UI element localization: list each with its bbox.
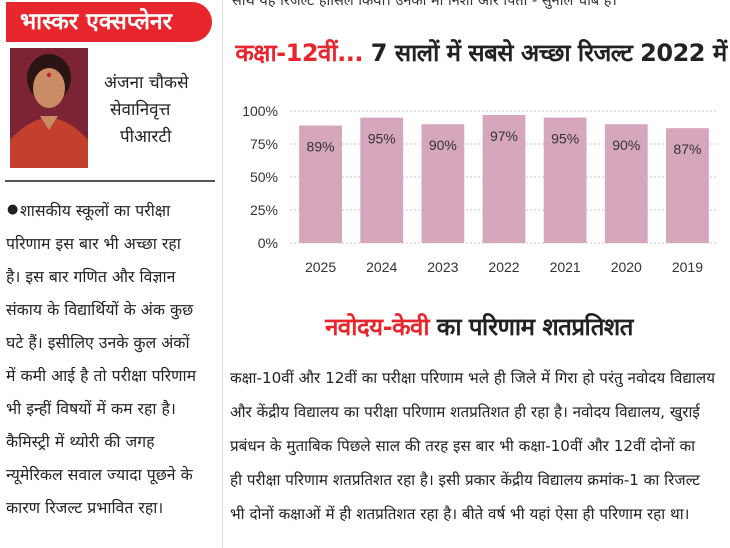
chart-heading: कक्षा-12वीं... 7 सालों में सबसे अच्छा रि…	[232, 36, 730, 69]
chart-heading-rest: 7 सालों में सबसे अच्छा रिजल्ट 2022 में	[362, 39, 727, 67]
left-text-line: संकाय के विद्यार्थियों के अंक कुछ	[6, 300, 194, 319]
author-photo	[10, 48, 88, 168]
bar-value-label: 95%	[551, 131, 579, 147]
author-role: सेवानिवृत्त	[110, 100, 171, 120]
left-text-line: है। इस बार गणित और विज्ञान	[6, 267, 176, 286]
x-tick-label: 2024	[366, 259, 397, 275]
bar-value-label: 90%	[612, 137, 640, 153]
left-text-line: कारण रिजल्ट प्रभावित रहा।	[6, 498, 164, 517]
body-text-line: और केंद्रीय विद्यालय का परीक्षा परिणाम श…	[230, 403, 700, 421]
chart-bar	[299, 125, 342, 243]
previous-article-text: साथ यह रिजल्ट हासिल किया। उनकी मां निशा …	[232, 0, 617, 9]
result-bar-chart: 100% 75% 50% 25% 0% 89% 2025 95% 2024 90% 2023 97% 2…	[242, 103, 718, 275]
section-heading: नवोदय-केवी का परिणाम शतप्रतिशत	[228, 310, 730, 343]
author-title: पीआरटी	[120, 127, 172, 147]
x-tick-label: 2025	[305, 259, 336, 275]
chart-bar	[421, 124, 465, 243]
body-text-line: ही परीक्षा परिणाम शतप्रतिशत रहा है। इसी …	[230, 471, 700, 489]
column-divider	[222, 0, 223, 548]
section-heading-highlight: नवोदय-केवी	[325, 313, 430, 341]
chart-bar	[360, 117, 404, 243]
left-text-line: शासकीय स्कूलों का परीक्षा	[20, 201, 171, 220]
left-text-line: कैमिस्ट्री में थ्योरी की जगह	[6, 432, 155, 451]
chart-bar	[604, 124, 648, 243]
x-tick-label: 2021	[550, 259, 581, 275]
left-text-line: में कमी आई है तो परीक्षा परिणाम	[6, 366, 197, 385]
y-tick-label: 50%	[250, 169, 278, 185]
x-tick-label: 2019	[672, 259, 703, 275]
y-tick-label: 100%	[242, 103, 278, 119]
x-tick-label: 2022	[488, 259, 519, 275]
body-text-line: प्रबंधन के मुताबिक पिछले साल की तरह इस ब…	[230, 437, 696, 455]
body-text-line: कक्षा-10वीं और 12वीं का परीक्षा परिणाम भ…	[230, 369, 716, 387]
body-text-line: भी दोनों कक्षाओं में ही शतप्रतिशत रहा है…	[230, 505, 690, 523]
chart-bar	[543, 117, 587, 243]
bar-value-label: 90%	[429, 137, 457, 153]
chart-heading-highlight: कक्षा-12वीं...	[235, 39, 363, 67]
x-tick-label: 2020	[611, 259, 642, 275]
left-text-line: घटे हैं। इसीलिए उनके कुल अंकों	[6, 333, 190, 352]
section-heading-rest: का परिणाम शतप्रतिशत	[429, 313, 634, 341]
left-text-line: भी इन्हीं विषयों में कम रहा है।	[6, 399, 176, 418]
bar-value-label: 87%	[673, 141, 701, 157]
left-divider	[5, 180, 215, 182]
left-text-line: परिणाम इस बार भी अच्छा रहा	[6, 234, 181, 253]
chart-bar	[666, 128, 709, 243]
y-tick-label: 75%	[250, 136, 278, 152]
chart-bar	[482, 114, 526, 244]
bar-value-label: 89%	[307, 139, 335, 155]
explainer-banner: भास्कर एक्सप्लेनर	[6, 2, 212, 42]
left-text-line: न्यूमेरिकल सवाल ज्यादा पूछने के	[6, 465, 193, 484]
y-tick-label: 0%	[258, 235, 278, 251]
x-tick-label: 2023	[427, 259, 458, 275]
author-name: अंजना चौकसे	[104, 73, 189, 93]
bar-value-label: 97%	[490, 128, 518, 144]
pin-icon: ●	[7, 202, 19, 217]
y-tick-label: 25%	[250, 202, 278, 218]
bar-value-label: 95%	[368, 131, 396, 147]
